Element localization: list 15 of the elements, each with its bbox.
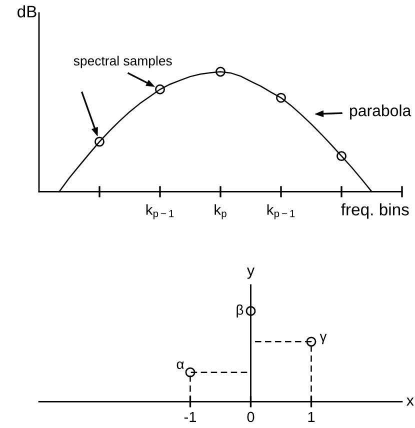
text: spectral samples (74, 56, 172, 68)
x-tick-label: k$_{p−1}$ (267, 204, 295, 220)
annotation: α (176, 361, 184, 370)
x-axis-title: freq. bins (341, 203, 409, 219)
x-tick-label: k$_{p}$ (214, 204, 226, 220)
x-tick-label: 1 (308, 412, 315, 422)
annotation: γ (320, 334, 327, 344)
x-tick-label: -1 (184, 412, 196, 422)
y-axis-title: y (246, 268, 255, 279)
x-axis-title: x (406, 398, 414, 406)
annotation: β (236, 304, 244, 318)
y-axis-title: dB (18, 5, 36, 18)
x-tick-label: k$_{p−1}$ (146, 204, 174, 220)
x-tick-label: 0 (247, 412, 254, 422)
annotation: parabola (350, 104, 412, 120)
